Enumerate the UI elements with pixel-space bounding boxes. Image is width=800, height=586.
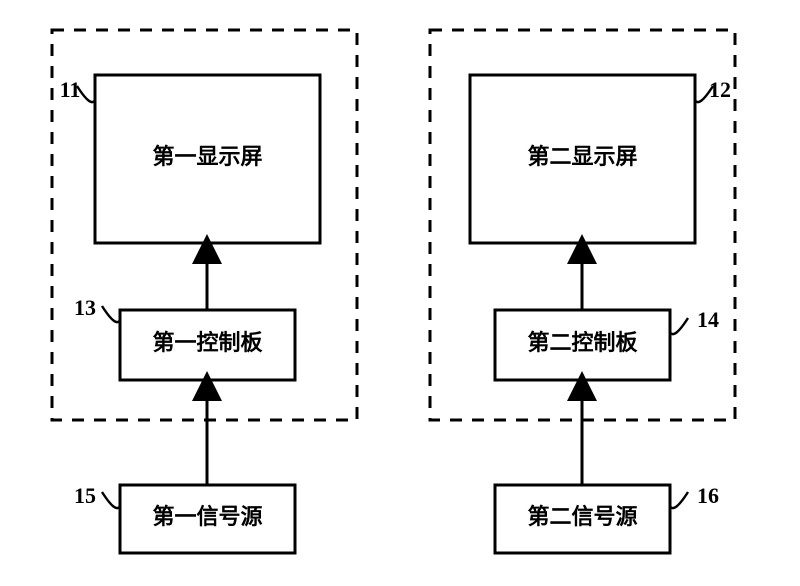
node-label-display1: 第一显示屏 [152,144,262,169]
diagram-canvas: 第一显示屏 11 第二显示屏 12 第一控制板 13 第二控制板 14 第一信号源 15 第二信号源… [0,0,800,586]
node-label-control1: 第一控制板 [152,330,263,355]
ref-label-display2: 12 [709,77,731,102]
node-label-display2: 第二显示屏 [527,144,637,169]
ref-label-source1: 15 [74,483,96,508]
ref-label-display1: 11 [60,77,81,102]
ref-label-control2: 14 [697,307,719,332]
ref-tick-control1 [102,306,120,322]
ref-label-control1: 13 [74,295,96,320]
ref-tick-control2 [670,318,688,334]
node-label-control2: 第二控制板 [527,330,638,355]
ref-tick-source2 [670,492,688,508]
ref-label-source2: 16 [697,483,719,508]
ref-tick-source1 [102,492,120,508]
node-label-source1: 第一信号源 [152,504,262,529]
node-label-source2: 第二信号源 [527,504,637,529]
